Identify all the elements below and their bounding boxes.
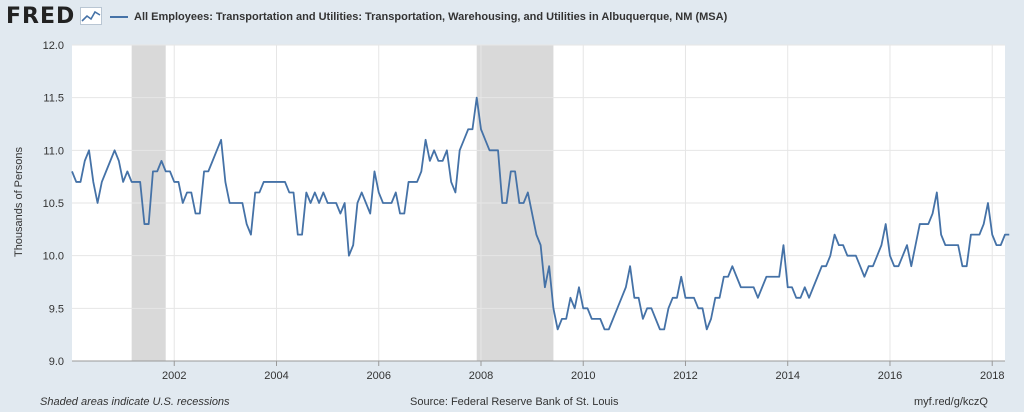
recession-note: Shaded areas indicate U.S. recessions: [40, 396, 230, 408]
series-title: All Employees: Transportation and Utilit…: [134, 11, 728, 24]
x-tick-label: 2018: [980, 370, 1004, 382]
y-tick-label: 12.0: [43, 40, 64, 52]
chart-line-icon: [80, 7, 102, 25]
series-legend[interactable]: All Employees: Transportation and Utilit…: [110, 11, 727, 23]
line-chart[interactable]: 9.0 9.5 10.0 10.5 11.0 11.5 12.0 2002 2004 2006 20…: [0, 36, 1024, 392]
x-tick-label: 2016: [878, 370, 902, 382]
y-tick-label: 9.0: [49, 356, 64, 368]
series-line[interactable]: [71, 96, 1010, 331]
x-tick-label: 2008: [469, 370, 493, 382]
source-note: Source: Federal Reserve Bank of St. Loui…: [410, 396, 619, 408]
y-tick-label: 11.5: [43, 93, 64, 105]
x-tick-label: 2002: [162, 370, 186, 382]
legend-swatch: [110, 16, 128, 19]
x-tick-label: 2004: [264, 370, 288, 382]
short-url-link[interactable]: myf.red/g/kczQ: [914, 396, 988, 408]
y-tick-label: 10.0: [43, 251, 64, 263]
y-tick-label: 10.5: [43, 198, 64, 210]
x-tick-label: 2006: [366, 370, 390, 382]
fred-logo[interactable]: FRED: [6, 4, 76, 29]
chart-header: FRED All Employees: Transportation and U…: [0, 0, 1024, 36]
x-tick-label: 2012: [673, 370, 697, 382]
x-tick-label: 2010: [571, 370, 595, 382]
y-tick-label: 11.0: [43, 145, 64, 157]
x-tick-label: 2014: [775, 370, 799, 382]
y-tick-label: 9.5: [49, 303, 64, 315]
y-axis-label: Thousands of Persons: [13, 146, 25, 257]
